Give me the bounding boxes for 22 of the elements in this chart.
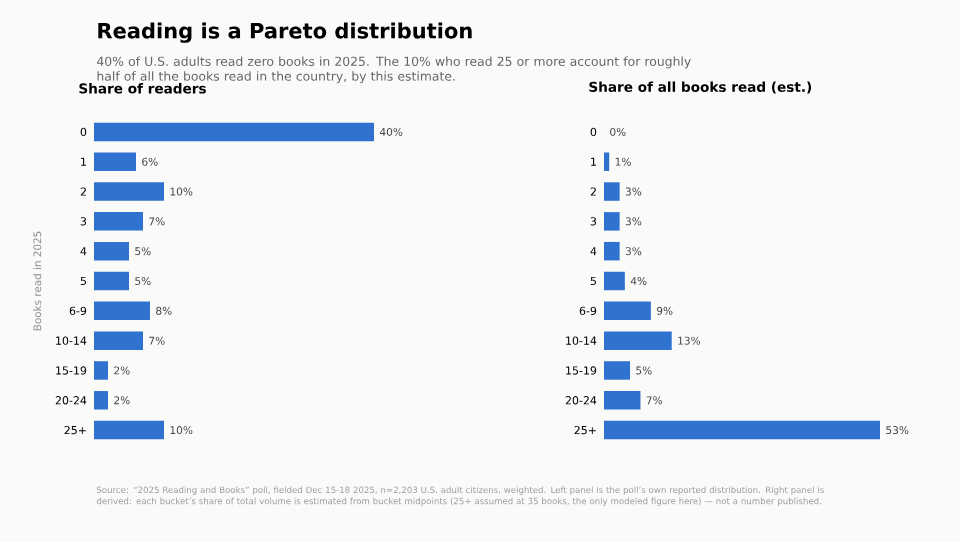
bar [94, 361, 108, 380]
bar [604, 301, 651, 321]
bar [604, 420, 880, 440]
bar [604, 241, 620, 261]
bar [604, 331, 672, 350]
bar [94, 212, 143, 231]
bar [604, 391, 641, 410]
bar [604, 212, 620, 231]
bar [94, 241, 129, 261]
bar [94, 301, 150, 321]
bar [94, 331, 143, 350]
bar [94, 182, 164, 201]
bar [94, 391, 108, 410]
bar [94, 420, 164, 440]
bar [94, 271, 129, 291]
bar [94, 122, 374, 142]
bar [604, 152, 610, 171]
bar [604, 361, 631, 380]
bar [604, 182, 620, 201]
text: Reading is a Pareto distribution [98, 22, 472, 43]
bar [604, 271, 625, 291]
bar [94, 152, 136, 171]
